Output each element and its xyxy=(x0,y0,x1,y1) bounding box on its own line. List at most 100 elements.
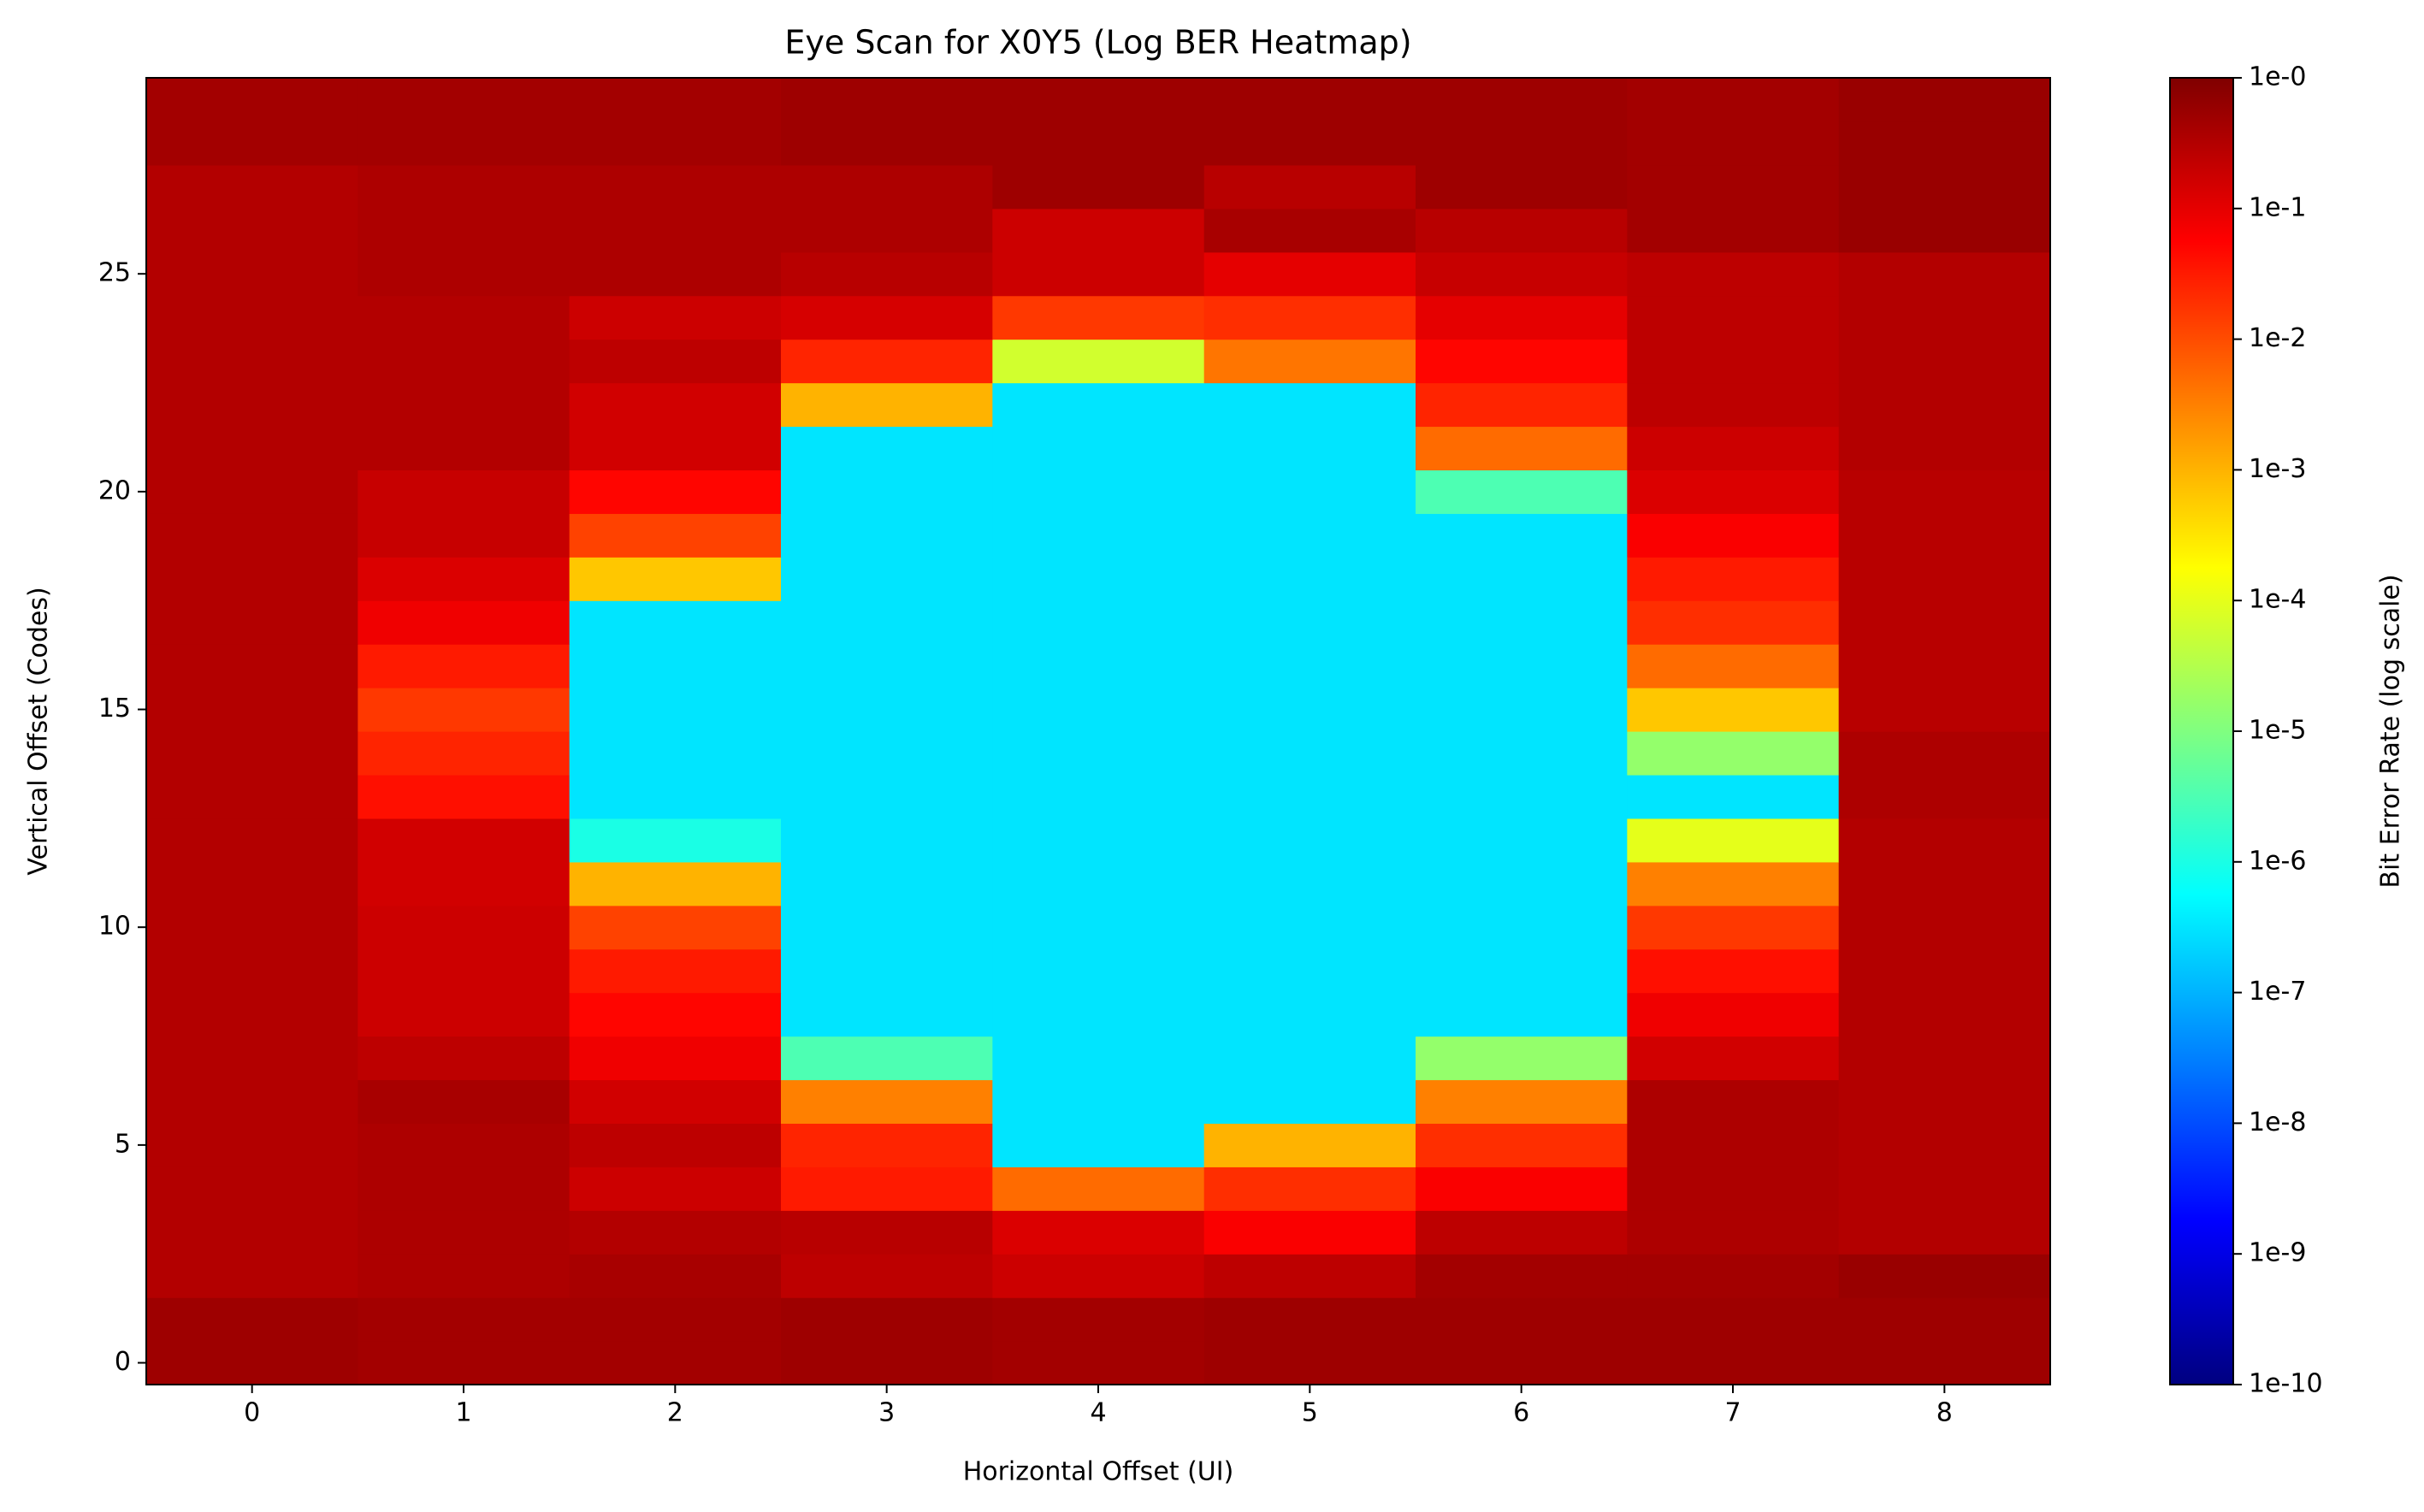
heatmap-cell xyxy=(781,1341,993,1385)
heatmap-cell xyxy=(569,382,782,428)
heatmap-cell xyxy=(992,339,1205,384)
heatmap-cell xyxy=(781,688,993,732)
heatmap-cell xyxy=(1203,513,1416,558)
heatmap-cell xyxy=(569,339,782,384)
heatmap-cell xyxy=(781,1036,993,1081)
x-tick-label: 1 xyxy=(455,1398,471,1428)
heatmap-cell xyxy=(1203,470,1416,514)
heatmap-cell xyxy=(569,208,782,253)
colorbar-tick-label: 1e-4 xyxy=(2249,585,2306,615)
heatmap-cell xyxy=(992,121,1205,166)
heatmap-cell xyxy=(992,513,1205,558)
heatmap-cell xyxy=(992,164,1205,210)
heatmap-cell xyxy=(1416,470,1628,514)
heatmap-cell xyxy=(358,208,571,253)
heatmap-cell xyxy=(358,251,571,297)
heatmap-cell xyxy=(992,426,1205,470)
heatmap-cell xyxy=(146,992,358,1037)
heatmap-cell xyxy=(1838,470,2051,514)
heatmap-cell xyxy=(1203,164,1416,210)
heatmap-cell xyxy=(1416,121,1628,166)
heatmap-cell xyxy=(1838,1166,2051,1211)
heatmap-cell xyxy=(569,1123,782,1167)
x-axis-label: Horizontal Offset (UI) xyxy=(963,1457,1234,1487)
heatmap-cell xyxy=(358,339,571,384)
heatmap-cell xyxy=(569,1079,782,1124)
y-tick-label: 5 xyxy=(115,1129,131,1159)
heatmap-cell xyxy=(1627,1254,1840,1298)
heatmap-cell xyxy=(992,905,1205,950)
heatmap-cell xyxy=(781,208,993,253)
heatmap-cell xyxy=(146,600,358,645)
heatmap-cell xyxy=(1627,600,1840,645)
heatmap-cell xyxy=(1203,1341,1416,1385)
heatmap-cell xyxy=(1416,992,1628,1037)
heatmap-cell xyxy=(358,1079,571,1124)
heatmap-cell xyxy=(1838,339,2051,384)
heatmap-cell xyxy=(1627,1079,1840,1124)
heatmap-cell xyxy=(146,1297,358,1342)
heatmap-cell xyxy=(146,295,358,340)
heatmap-cell xyxy=(1838,905,2051,950)
heatmap-cell xyxy=(146,774,358,819)
heatmap-cell xyxy=(992,688,1205,732)
heatmap-cell xyxy=(358,731,571,776)
heatmap-cell xyxy=(1203,600,1416,645)
heatmap-cell xyxy=(992,295,1205,340)
colorbar-label: Bit Error Rate (log scale) xyxy=(2376,574,2406,888)
heatmap-cell xyxy=(1203,948,1416,994)
heatmap-cell xyxy=(569,774,782,819)
heatmap-cell xyxy=(358,688,571,732)
heatmap-cell xyxy=(358,1341,571,1385)
heatmap-cell xyxy=(358,557,571,601)
heatmap-cell xyxy=(1627,121,1840,166)
heatmap-cell xyxy=(992,251,1205,297)
heatmap-cell xyxy=(358,426,571,470)
heatmap-cell xyxy=(569,513,782,558)
heatmap-cell xyxy=(781,470,993,514)
heatmap-cell xyxy=(358,774,571,819)
heatmap-cell xyxy=(781,426,993,470)
heatmap-cell xyxy=(992,818,1205,863)
heatmap-cell xyxy=(1416,818,1628,863)
heatmap-cell xyxy=(781,1123,993,1167)
heatmap-cell xyxy=(1627,557,1840,601)
heatmap-cell xyxy=(1627,426,1840,470)
colorbar-tick-label: 1e-8 xyxy=(2249,1107,2306,1137)
heatmap-cell xyxy=(1627,164,1840,210)
heatmap-cell xyxy=(1627,861,1840,907)
y-axis-label: Vertical Offset (Codes) xyxy=(24,587,54,875)
colorbar-tick-label: 1e-1 xyxy=(2249,192,2306,222)
heatmap-cell xyxy=(1416,948,1628,994)
heatmap-cell xyxy=(781,1297,993,1342)
heatmap-cell xyxy=(358,121,571,166)
heatmap-cell xyxy=(358,470,571,514)
heatmap-cell xyxy=(569,295,782,340)
heatmap-cell xyxy=(992,774,1205,819)
heatmap-cell xyxy=(1203,905,1416,950)
colorbar-tick-label: 1e-7 xyxy=(2249,977,2306,1007)
heatmap-cell xyxy=(146,557,358,601)
heatmap-cell xyxy=(1203,557,1416,601)
heatmap-cell xyxy=(1416,1297,1628,1342)
heatmap-cell xyxy=(992,1254,1205,1298)
heatmap-cell xyxy=(1627,1036,1840,1081)
heatmap-cell xyxy=(1627,78,1840,122)
heatmap-cell xyxy=(1838,600,2051,645)
x-tick-label: 7 xyxy=(1724,1398,1741,1428)
colorbar-tick-label: 1e-0 xyxy=(2249,62,2306,92)
x-tick-label: 5 xyxy=(1302,1398,1318,1428)
heatmap-cell xyxy=(146,1210,358,1255)
heatmap-cell xyxy=(1203,121,1416,166)
heatmap-cell xyxy=(569,426,782,470)
heatmap-cell xyxy=(1203,339,1416,384)
heatmap-cell xyxy=(1203,1079,1416,1124)
heatmap-cell xyxy=(1416,861,1628,907)
heatmap-cell xyxy=(992,992,1205,1037)
heatmap-cell xyxy=(1627,1341,1840,1385)
x-tick-label: 0 xyxy=(244,1398,260,1428)
heatmap-cell xyxy=(1416,1254,1628,1298)
heatmap-cell xyxy=(358,600,571,645)
y-tick-label: 20 xyxy=(98,475,131,505)
heatmap-cell xyxy=(992,861,1205,907)
